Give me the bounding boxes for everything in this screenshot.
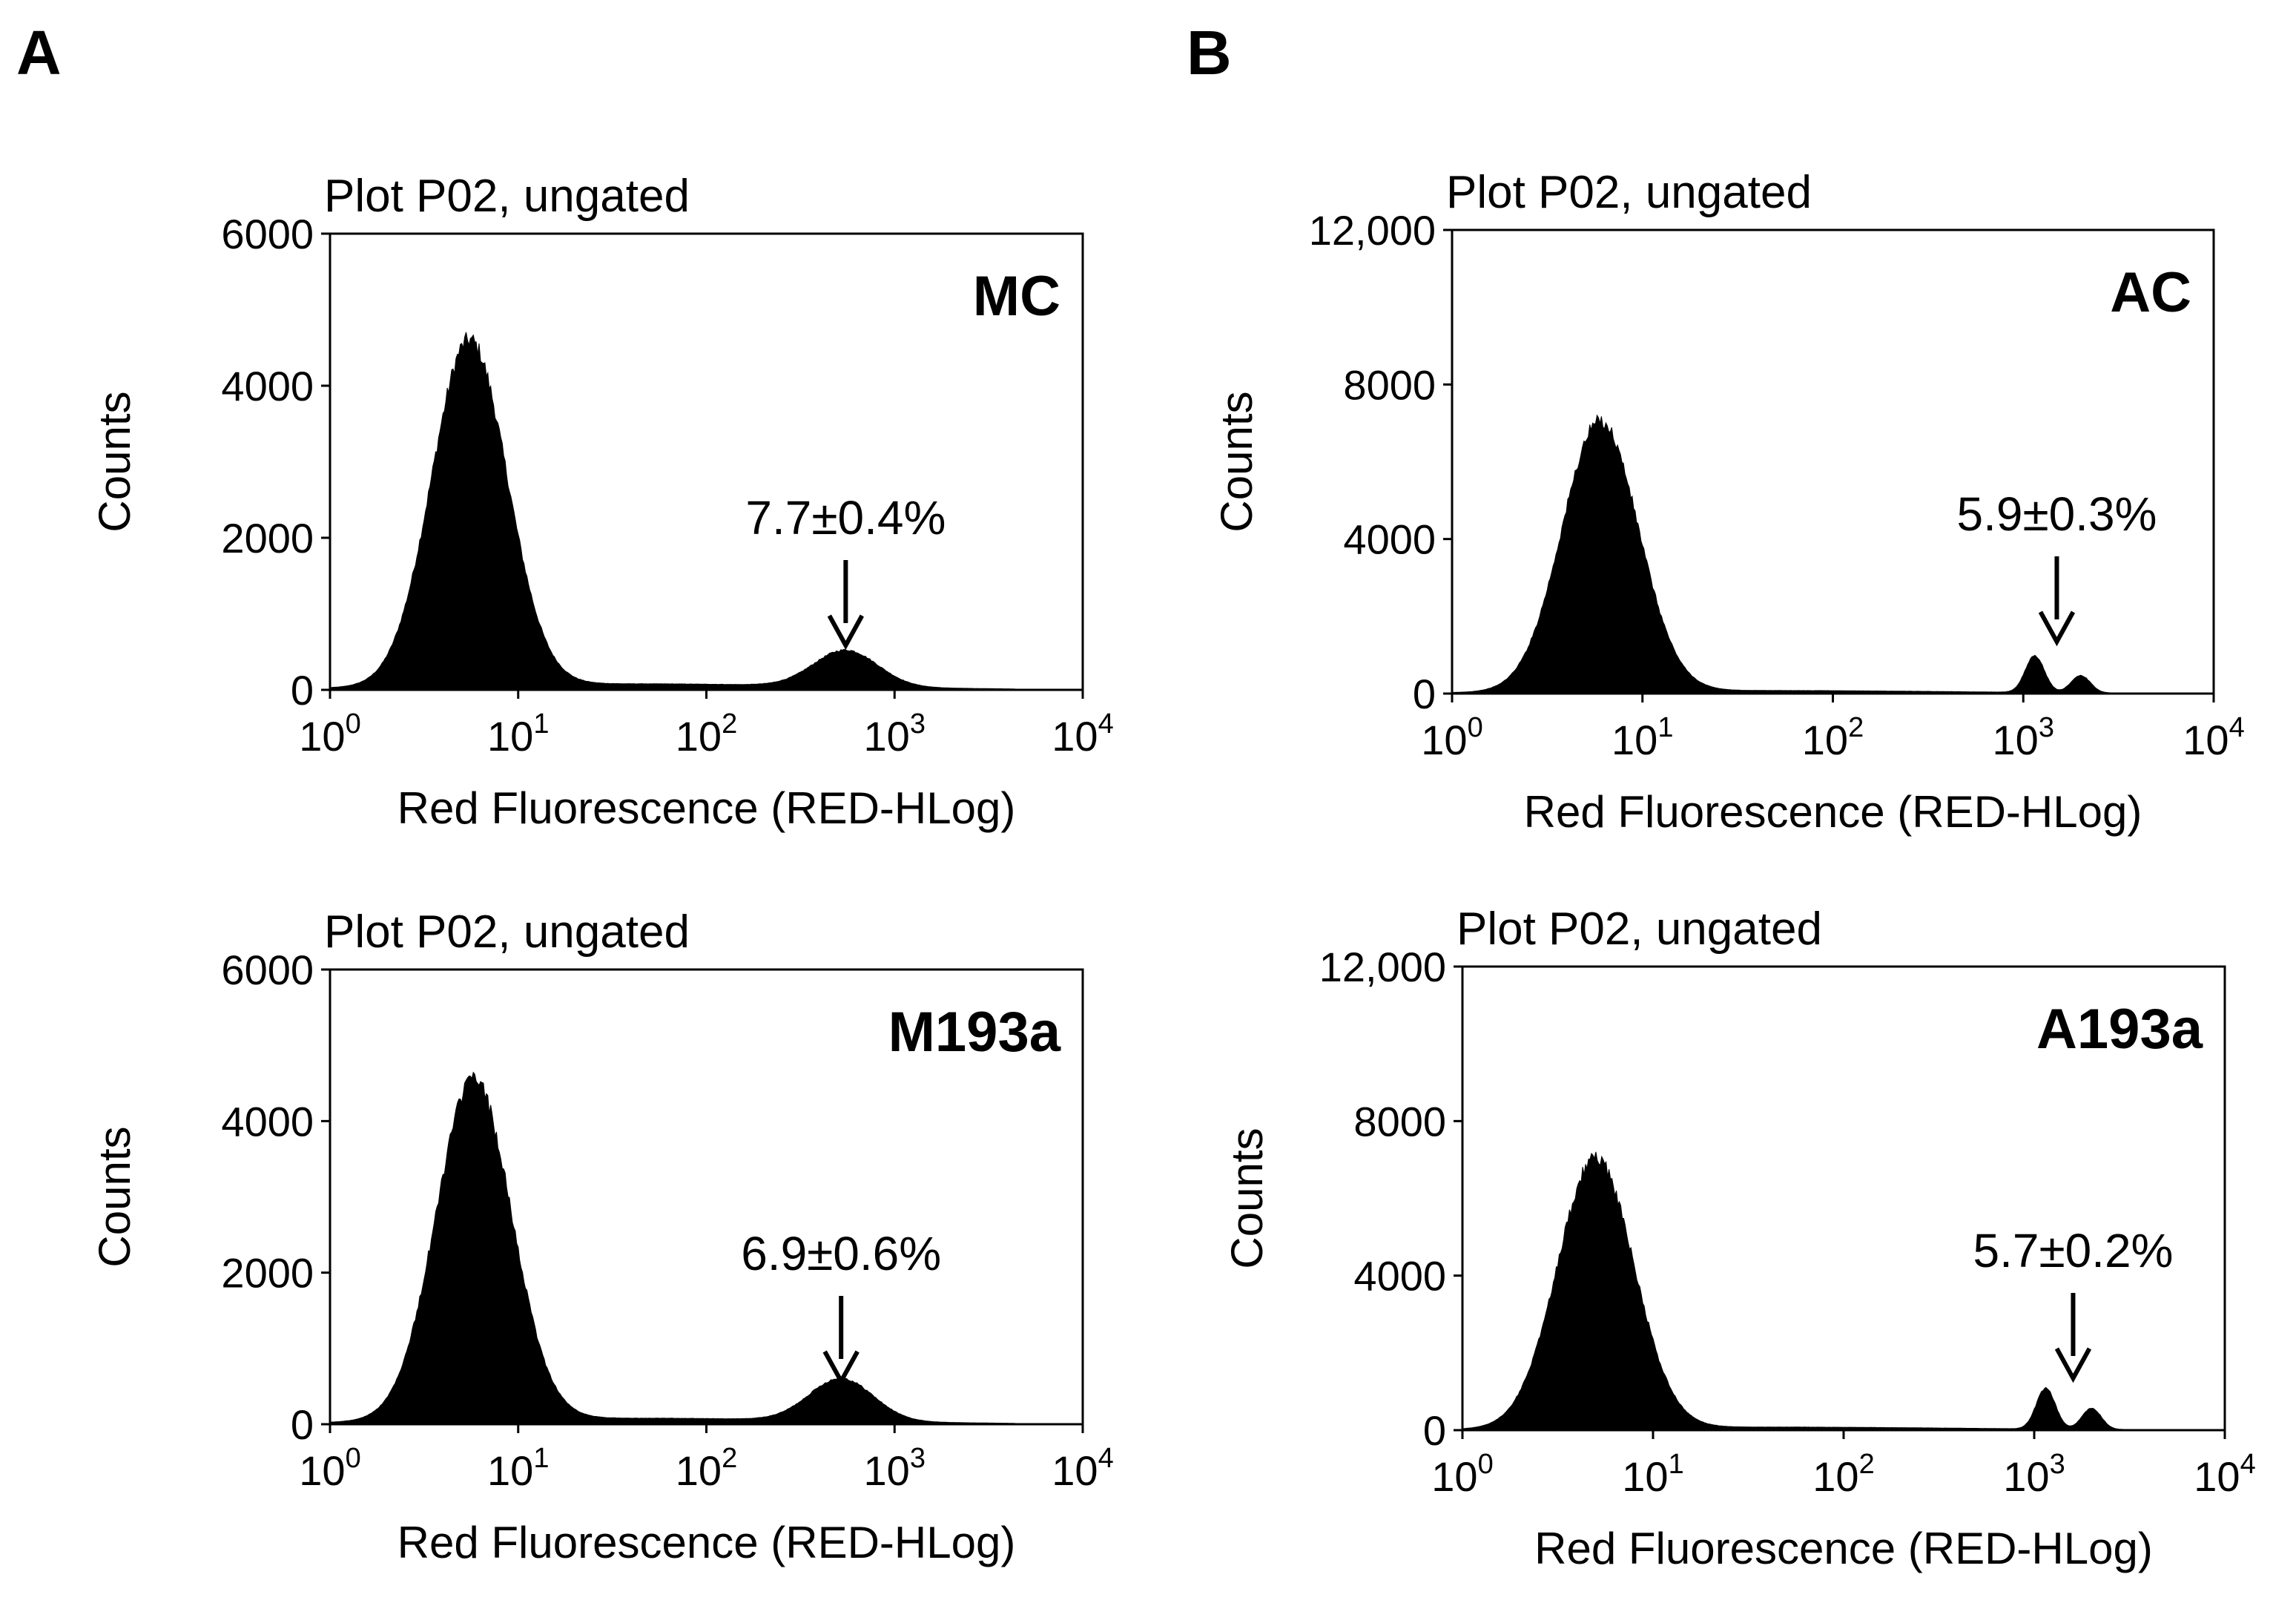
chart-a193a: Plot P02, ungated 0 4000 8000 12,000 100 101 10… <box>1222 903 2256 1573</box>
panel-letter-a: A <box>16 18 62 88</box>
chart-ac: Plot P02, ungated 0 4000 8000 12,000 100 101 10… <box>1212 167 2245 837</box>
percentage-annotation: 7.7±0.4% <box>745 491 946 544</box>
y-axis-label: Counts <box>90 1126 139 1267</box>
x-axis-label: Red Fluorescence (RED-HLog) <box>397 1518 1016 1567</box>
arrow-head <box>827 614 864 651</box>
x-tick-label: 100 <box>299 708 360 760</box>
x-tick-label: 103 <box>2003 1449 2065 1500</box>
y-axis-label: Counts <box>1222 1128 1272 1268</box>
chart-mc: Plot P02, ungated 0 2000 4000 6000 100 101 102 1… <box>90 171 1114 833</box>
arrow-head <box>2038 610 2076 647</box>
x-tick-label: 101 <box>1622 1449 1683 1500</box>
x-axis-label: Red Fluorescence (RED-HLog) <box>1524 787 2142 837</box>
panel-letter-b: B <box>1187 18 1232 88</box>
x-tick-label: 102 <box>676 1443 737 1494</box>
y-tick-label: 0 <box>291 1401 314 1448</box>
histogram-area <box>329 1071 1083 1425</box>
x-tick-label: 102 <box>1812 1449 1874 1500</box>
histogram-area <box>1462 1151 2225 1431</box>
arrow-head <box>2054 1347 2092 1383</box>
percentage-annotation: 6.9±0.6% <box>741 1227 941 1280</box>
y-tick-label: 0 <box>1423 1407 1446 1454</box>
x-tick-label: 104 <box>1052 1443 1113 1494</box>
sample-label: M193a <box>888 1001 1061 1064</box>
y-axis-label: Counts <box>90 391 139 532</box>
percentage-annotation: 5.7±0.2% <box>1973 1224 2173 1277</box>
x-tick-label: 101 <box>487 708 549 760</box>
sample-label: MC <box>973 265 1060 328</box>
x-tick-label: 100 <box>299 1443 360 1494</box>
x-tick-label: 103 <box>864 1443 926 1494</box>
plot-title: Plot P02, ungated <box>324 171 690 222</box>
percentage-annotation: 5.9±0.3% <box>1956 487 2157 541</box>
x-tick-label: 103 <box>864 708 926 760</box>
sample-label: A193a <box>2036 998 2203 1061</box>
x-tick-label: 103 <box>1993 712 2054 763</box>
x-tick-label: 101 <box>487 1443 549 1494</box>
y-tick-label: 8000 <box>1353 1098 1446 1145</box>
plot-title: Plot P02, ungated <box>324 906 690 958</box>
x-tick-label: 101 <box>1612 712 1673 763</box>
y-tick-label: 4000 <box>1353 1253 1446 1300</box>
y-tick-label: 4000 <box>221 363 314 409</box>
y-tick-label: 2000 <box>221 1250 314 1297</box>
x-tick-label: 104 <box>2183 712 2244 763</box>
y-tick-label: 12,000 <box>1309 207 1436 254</box>
y-tick-label: 4000 <box>1343 516 1436 563</box>
x-tick-label: 100 <box>1421 712 1482 763</box>
y-tick-label: 6000 <box>221 211 314 257</box>
plot-title: Plot P02, ungated <box>1457 903 1822 955</box>
plot-title: Plot P02, ungated <box>1446 167 1812 218</box>
histogram-area <box>329 332 1083 691</box>
x-tick-label: 104 <box>2194 1449 2255 1500</box>
y-tick-label: 6000 <box>221 947 314 993</box>
x-axis-label: Red Fluorescence (RED-HLog) <box>1534 1524 2153 1573</box>
y-tick-label: 2000 <box>221 515 314 562</box>
histogram-area <box>1451 414 2214 694</box>
sample-label: AC <box>2110 261 2191 324</box>
y-axis-label: Counts <box>1212 391 1261 532</box>
arrow-head <box>822 1350 860 1386</box>
y-tick-label: 8000 <box>1343 361 1436 408</box>
y-tick-label: 4000 <box>221 1098 314 1145</box>
chart-m193a: Plot P02, ungated 0 2000 4000 6000 100 101 102 1… <box>90 906 1114 1567</box>
y-tick-label: 0 <box>1413 671 1436 717</box>
x-tick-label: 100 <box>1431 1449 1493 1500</box>
x-tick-label: 102 <box>676 708 737 760</box>
y-tick-label: 12,000 <box>1319 944 1446 990</box>
x-axis-label: Red Fluorescence (RED-HLog) <box>397 783 1016 833</box>
x-tick-label: 104 <box>1052 708 1113 760</box>
y-tick-label: 0 <box>291 667 314 714</box>
x-tick-label: 102 <box>1802 712 1864 763</box>
